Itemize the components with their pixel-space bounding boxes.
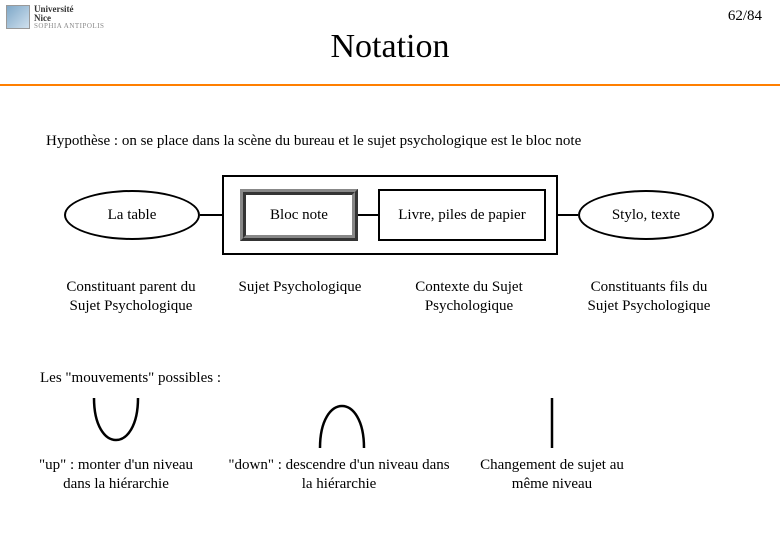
up-arc-icon xyxy=(86,396,146,452)
notation-diagram: La table Bloc note Livre, piles de papie… xyxy=(0,175,780,265)
movement-change-label: Changement de sujet au même niveau xyxy=(462,456,642,494)
movement-up-label: "up" : monter d'un niveau dans la hiérar… xyxy=(26,456,206,494)
movement-down-label: "down" : descendre d'un niveau dans la h… xyxy=(224,456,454,494)
vertical-line-icon xyxy=(542,396,562,452)
ellipse-label: Stylo, texte xyxy=(612,207,680,224)
box-label: Bloc note xyxy=(270,207,328,224)
university-logo: Université Nice SOPHIA ANTIPOLIS xyxy=(6,2,134,32)
connector-line xyxy=(358,214,378,216)
connector-line xyxy=(558,214,578,216)
legend-parent: Constituant parent du Sujet Psychologiqu… xyxy=(52,278,210,316)
legend-fils: Constituants fils du Sujet Psychologique xyxy=(584,278,714,316)
accent-divider xyxy=(0,84,780,86)
down-arc-icon xyxy=(312,396,372,452)
box-livre: Livre, piles de papier xyxy=(378,189,546,241)
legend-contexte: Contexte du Sujet Psychologique xyxy=(394,278,544,316)
page-number: 62/84 xyxy=(728,8,762,25)
legend-sujet: Sujet Psychologique xyxy=(236,278,364,297)
box-bloc-note: Bloc note xyxy=(240,189,358,241)
ellipse-label: La table xyxy=(108,207,157,224)
box-label: Livre, piles de papier xyxy=(398,207,525,224)
logo-mark-icon xyxy=(6,5,30,29)
logo-text: Université Nice SOPHIA ANTIPOLIS xyxy=(34,5,104,30)
ellipse-la-table: La table xyxy=(64,190,200,240)
slide-header: Université Nice SOPHIA ANTIPOLIS 62/84 N… xyxy=(0,0,780,85)
movements-heading: Les "mouvements" possibles : xyxy=(40,370,221,387)
logo-line3: SOPHIA ANTIPOLIS xyxy=(34,23,104,30)
hypothesis-text: Hypothèse : on se place dans la scène du… xyxy=(46,133,581,150)
ellipse-stylo: Stylo, texte xyxy=(578,190,714,240)
